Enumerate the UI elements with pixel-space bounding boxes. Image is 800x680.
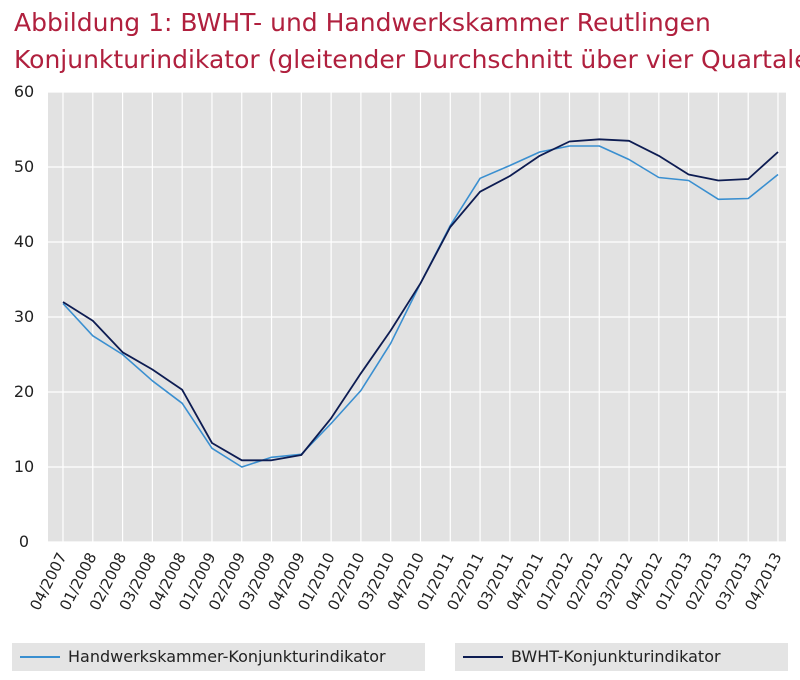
x-axis-tick-labels: 04/200701/200802/200803/200804/200801/20… bbox=[26, 550, 785, 614]
line-chart: 0 10 20 30 40 50 60 04/200701/200802/200803/20… bbox=[14, 82, 786, 614]
y-tick-label: 40 bbox=[14, 232, 34, 251]
y-axis-tick-labels: 0 10 20 30 40 50 60 bbox=[14, 82, 34, 551]
y-tick-label: 30 bbox=[14, 307, 34, 326]
legend-label-bwht: BWHT-Konjunkturindikator bbox=[511, 647, 721, 666]
chart-title-line-2: Konjunkturindikator (gleitender Durchsch… bbox=[14, 45, 800, 74]
series-lines bbox=[62, 138, 779, 468]
legend-item-handwerkskammer: Handwerkskammer-Konjunkturindikator bbox=[12, 643, 425, 671]
series-line-bwht bbox=[62, 138, 779, 462]
legend-swatch-bwht bbox=[463, 656, 503, 658]
legend-item-bwht: BWHT-Konjunkturindikator bbox=[455, 643, 788, 671]
y-tick-label: 0 bbox=[19, 532, 29, 551]
y-tick-label: 10 bbox=[14, 457, 34, 476]
chart-title-line-1: Abbildung 1: BWHT- und Handwerkskammer R… bbox=[14, 8, 711, 37]
y-tick-label: 60 bbox=[14, 82, 34, 101]
y-tick-label: 20 bbox=[14, 382, 34, 401]
legend-label-handwerkskammer: Handwerkskammer-Konjunkturindikator bbox=[68, 647, 386, 666]
legend-swatch-handwerkskammer bbox=[20, 656, 60, 658]
y-tick-label: 50 bbox=[14, 157, 34, 176]
chart-title: Abbildung 1: BWHT- und Handwerkskammer R… bbox=[14, 4, 800, 78]
